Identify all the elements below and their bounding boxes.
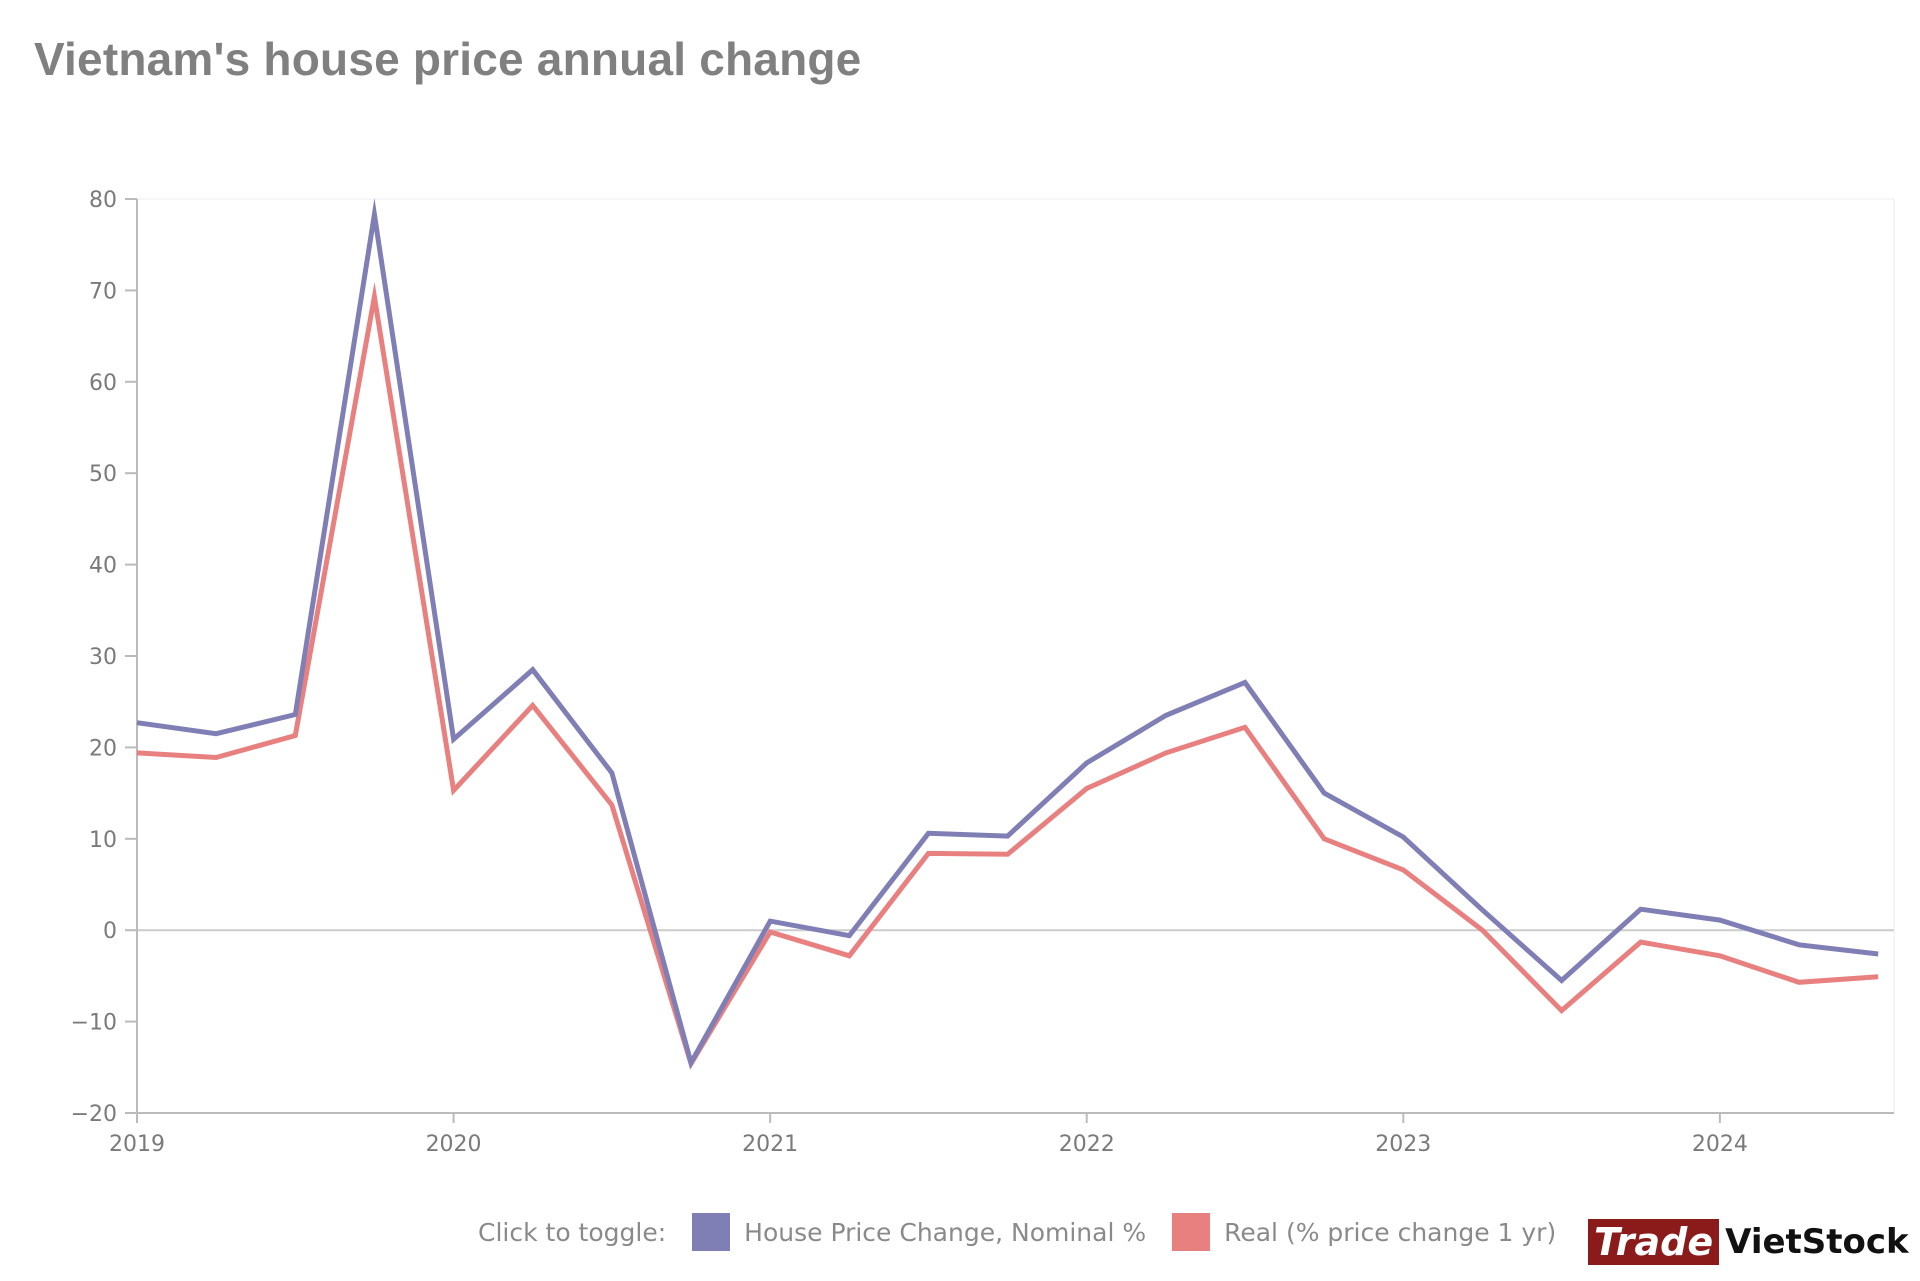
plot-area xyxy=(136,198,1895,1114)
y-tick-label: 70 xyxy=(89,279,117,304)
legend: Click to toggle: House Price Change, Nom… xyxy=(478,1212,1556,1252)
series-group xyxy=(136,198,1879,1070)
x-tick-label: 2024 xyxy=(1692,1132,1748,1157)
legend-label-nominal: House Price Change, Nominal % xyxy=(744,1217,1147,1247)
series-line-nominal xyxy=(136,198,1879,1070)
y-tick-label: 60 xyxy=(89,371,117,396)
x-tick-label: 2022 xyxy=(1059,1132,1115,1157)
logo-trade: Trade xyxy=(1588,1219,1720,1265)
y-tick-label: 40 xyxy=(89,554,117,579)
y-axis-ticks: 80 70 60 50 40 30 20 10 0 −10 −20 xyxy=(71,188,137,1127)
y-tick-label: 80 xyxy=(89,188,117,213)
x-tick-label: 2019 xyxy=(109,1132,165,1157)
chart-title: Vietnam's house price annual change xyxy=(34,33,862,85)
x-axis-ticks: 2019 2020 2021 2022 2023 2024 xyxy=(109,1113,1748,1157)
x-tick-label: 2020 xyxy=(426,1132,482,1157)
legend-item-real[interactable]: Real (% price change 1 yr) xyxy=(1172,1213,1556,1251)
y-tick-label: 0 xyxy=(103,919,117,944)
legend-swatch-real xyxy=(1172,1213,1211,1251)
legend-hint: Click to toggle: xyxy=(478,1217,667,1247)
series-line-real xyxy=(136,281,1879,1070)
legend-label-real: Real (% price change 1 yr) xyxy=(1224,1217,1557,1247)
x-tick-label: 2021 xyxy=(742,1132,798,1157)
legend-swatch-nominal xyxy=(692,1213,731,1251)
y-tick-label: 10 xyxy=(89,828,117,853)
logo-vietstock: VietStock xyxy=(1725,1222,1909,1262)
y-tick-label: 30 xyxy=(89,645,117,670)
tradevietstock-logo: Trade VietStock xyxy=(1588,1219,1909,1265)
y-tick-label: −20 xyxy=(71,1102,117,1127)
x-tick-label: 2023 xyxy=(1375,1132,1431,1157)
legend-item-nominal[interactable]: House Price Change, Nominal % xyxy=(692,1213,1146,1251)
y-tick-label: −10 xyxy=(71,1011,117,1036)
y-tick-label: 20 xyxy=(89,736,117,761)
y-tick-label: 50 xyxy=(89,462,117,487)
